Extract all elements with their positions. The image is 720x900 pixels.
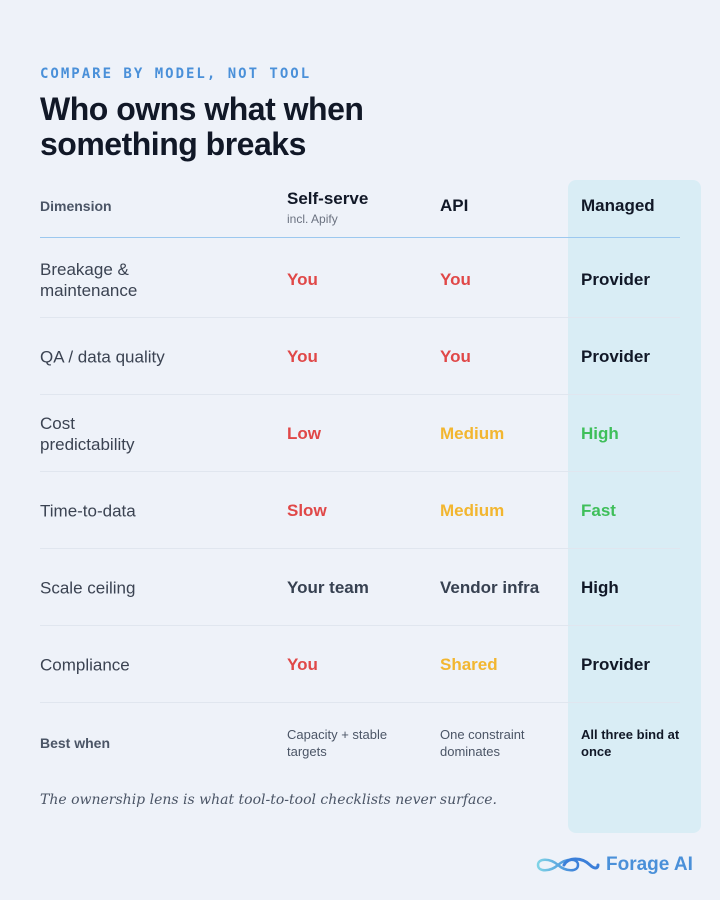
table-row: Cost predictability Low Medium High	[0, 395, 720, 472]
table-row: Scale ceiling Your team Vendor infra Hig…	[0, 549, 720, 626]
row-api: You	[440, 269, 471, 289]
table-row: QA / data quality You You Provider	[0, 318, 720, 395]
row-dimension: Compliance	[40, 655, 130, 674]
row-dimension: Breakage & maintenance	[40, 259, 138, 300]
eyebrow: COMPARE BY MODEL, NOT TOOL	[40, 66, 312, 82]
row-self-serve: Low	[287, 423, 321, 443]
table-row: Breakage & maintenance You You Provider	[0, 241, 720, 318]
row-self-serve: Slow	[287, 500, 327, 520]
page-title: Who owns what when something breaks	[40, 91, 364, 162]
row-api: Medium	[440, 423, 505, 443]
table-row: Compliance You Shared Provider	[0, 626, 720, 703]
row-divider	[40, 625, 680, 626]
row-dimension: Cost predictability	[40, 413, 135, 454]
row-divider	[40, 317, 680, 318]
header-divider	[40, 237, 680, 238]
row-api: Shared	[440, 654, 498, 674]
row-managed: Provider	[581, 654, 650, 674]
row-self-serve: You	[287, 346, 318, 366]
header-self-serve-label: Self-serve	[287, 189, 369, 208]
header-self-serve: Self-serve incl. Apify	[287, 189, 368, 226]
table-header: Dimension Self-serve incl. Apify API Man…	[0, 180, 720, 238]
row-divider	[40, 702, 680, 703]
row-managed: Provider	[581, 346, 650, 366]
row-self-serve: You	[287, 654, 318, 674]
row-api: Medium	[440, 500, 505, 520]
best-when-self-serve: Capacity + stable targets	[287, 727, 388, 759]
table-row: Time-to-data Slow Medium Fast	[0, 472, 720, 549]
row-divider	[40, 548, 680, 549]
best-when-managed: All three bind at once	[581, 727, 680, 759]
header-managed: Managed	[581, 196, 655, 215]
infinity-logo-icon	[536, 857, 600, 872]
row-self-serve: Your team	[287, 577, 369, 597]
row-dimension: Scale ceiling	[40, 578, 136, 597]
footnote: The ownership lens is what tool-to-tool …	[40, 792, 497, 808]
header-api: API	[440, 196, 469, 215]
best-when-row: Best when Capacity + stable targets One …	[0, 704, 720, 782]
row-managed: High	[581, 577, 619, 597]
managed-column-highlight	[568, 180, 701, 833]
header-dimension: Dimension	[40, 198, 112, 214]
row-dimension: Time-to-data	[40, 501, 136, 520]
row-managed: Fast	[581, 500, 616, 520]
row-api: You	[440, 346, 471, 366]
row-divider	[40, 471, 680, 472]
row-managed: Provider	[581, 269, 650, 289]
header-self-serve-sub: incl. Apify	[287, 212, 338, 226]
best-when-api: One constraint dominates	[440, 727, 525, 759]
row-managed: High	[581, 423, 619, 443]
brand-logo: Forage AI	[534, 850, 693, 880]
row-dimension: QA / data quality	[40, 347, 165, 366]
row-api: Vendor infra	[440, 577, 540, 597]
best-when-label: Best when	[40, 735, 111, 751]
row-divider	[40, 394, 680, 395]
row-self-serve: You	[287, 269, 318, 289]
brand-name: Forage AI	[606, 854, 693, 875]
